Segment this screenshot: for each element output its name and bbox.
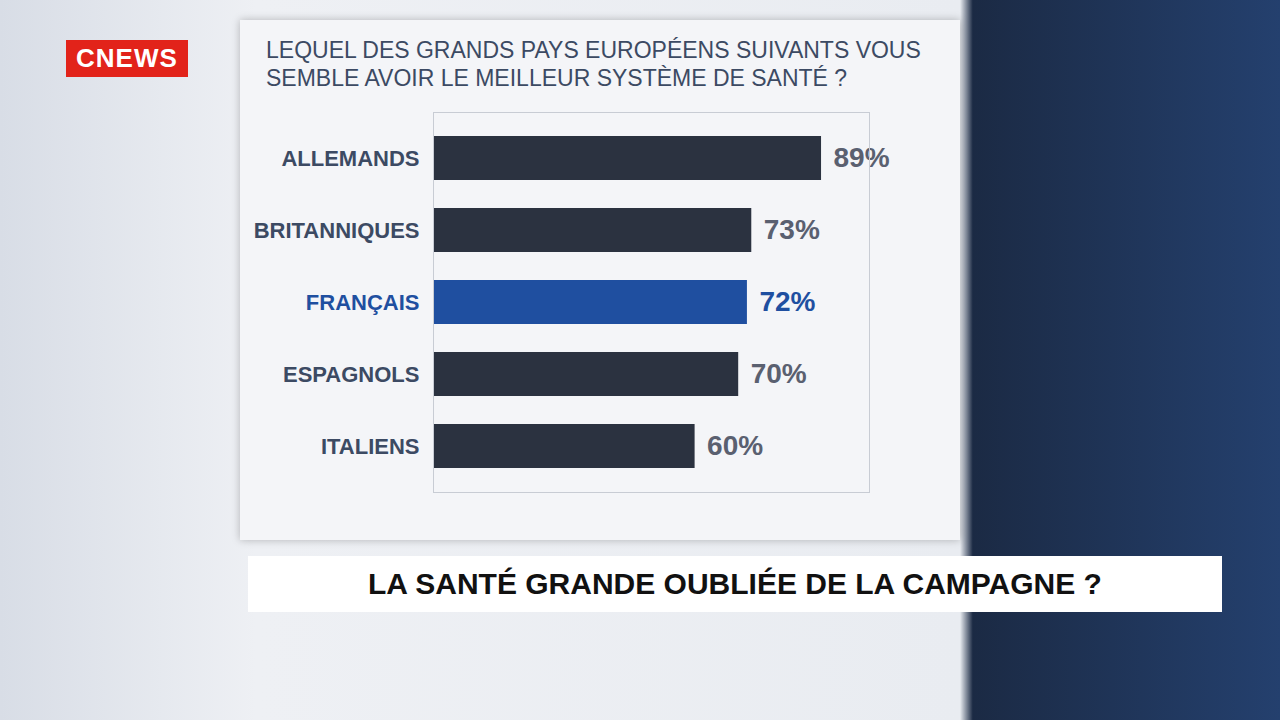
svg-text:73%: 73% [764,214,820,245]
svg-text:FRANÇAIS: FRANÇAIS [306,290,420,315]
svg-text:72%: 72% [759,286,815,317]
svg-text:ITALIENS: ITALIENS [321,434,420,459]
svg-text:89%: 89% [834,142,890,173]
svg-text:BRITANNIQUES: BRITANNIQUES [254,218,420,243]
svg-text:70%: 70% [751,358,807,389]
svg-text:ALLEMANDS: ALLEMANDS [281,146,419,171]
svg-text:60%: 60% [707,430,763,461]
html-text:LA SANTÉ GRANDE OUBLIÉE DE LA: LA SANTÉ GRANDE OUBLIÉE DE LA CAMPAGNE ? [368,567,1102,600]
html-text:LEQUEL DES GRANDS PAYS EUROPÉE: LEQUEL DES GRANDS PAYS EUROPÉENS SUIVANT… [266,37,921,91]
html-text:CNEWS: CNEWS [76,43,178,73]
svg-text:ESPAGNOLS: ESPAGNOLS [283,362,420,387]
